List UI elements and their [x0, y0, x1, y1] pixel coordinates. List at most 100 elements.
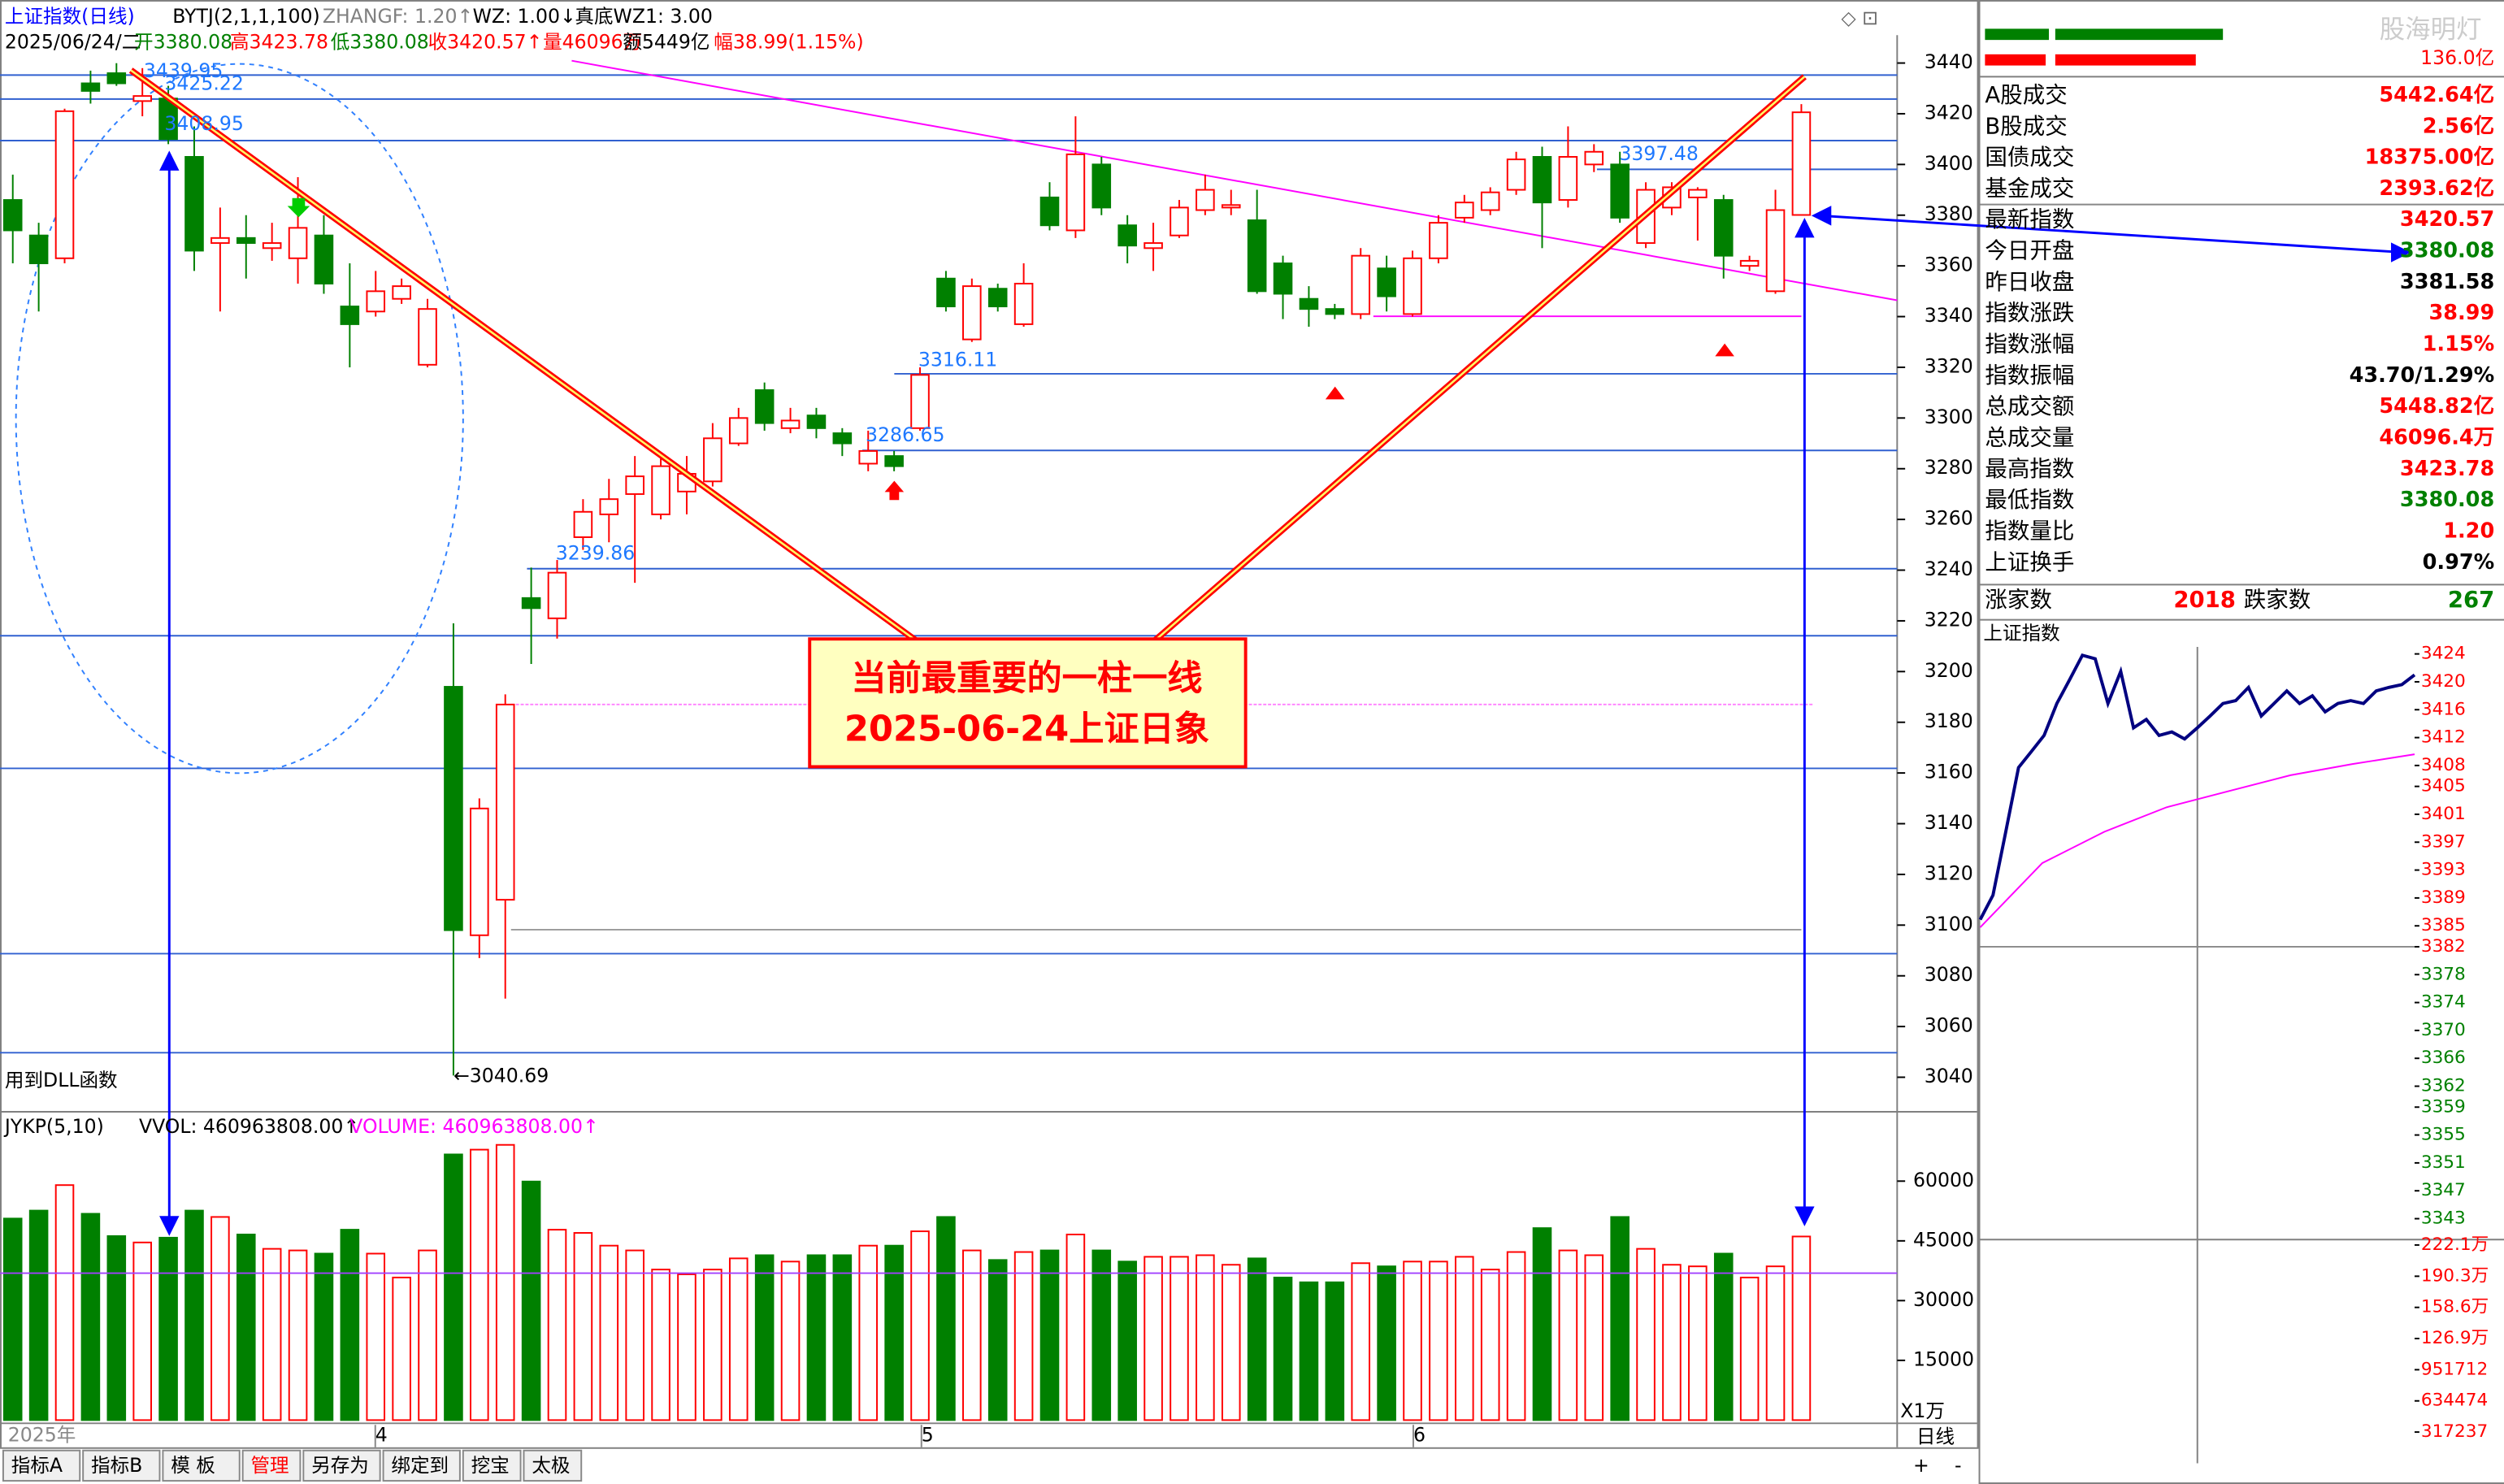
candle-body — [599, 498, 619, 515]
indicator: BYTJ(2,1,1,100) — [172, 5, 320, 28]
tab-label[interactable]: 太极 — [532, 1454, 570, 1477]
tab[interactable] — [2, 1449, 81, 1482]
tab[interactable] — [162, 1449, 241, 1482]
y-tick-label: 3220 — [1925, 608, 1973, 631]
vol-tick-label: 634474 — [2421, 1391, 2488, 1411]
y-tick-label: 3408 — [2421, 755, 2466, 775]
stat-label: B股成交 — [1985, 113, 2067, 139]
y-tick-label: 3405 — [2421, 776, 2466, 796]
tab[interactable] — [462, 1449, 522, 1482]
volume-bar — [366, 1252, 386, 1421]
stat-label: 指数量比 — [1985, 519, 2074, 545]
button[interactable]: - — [1955, 1454, 1962, 1477]
y-tick-label: 30000 — [1913, 1288, 1974, 1311]
volume-bar — [1765, 1265, 1786, 1421]
button[interactable]: + — [1913, 1454, 1929, 1477]
volume-bar — [1455, 1256, 1474, 1421]
stat-label: 上证换手 — [1985, 549, 2074, 575]
stat-label: 基金成交 — [1985, 176, 2074, 202]
y-tick-label: 3080 — [1925, 963, 1973, 986]
y-tick-label: 3351 — [2421, 1152, 2466, 1173]
volume-bar — [470, 1148, 489, 1421]
tab[interactable] — [241, 1449, 302, 1482]
candle-body — [1144, 242, 1163, 250]
note: 用到DLL函数 — [5, 1069, 118, 1091]
volume-bar — [444, 1153, 463, 1421]
candle-body — [288, 227, 308, 259]
candle-body — [340, 306, 360, 325]
stat-value: 38.99 — [2428, 301, 2494, 325]
volume-bar — [1403, 1261, 1422, 1421]
volume: 量46096万 — [543, 31, 642, 54]
y-tick-label: 3300 — [1925, 406, 1973, 428]
volume-bar — [158, 1236, 178, 1421]
tab-label[interactable]: 另存为 — [311, 1454, 369, 1477]
tab-label[interactable]: 指标A — [11, 1454, 63, 1477]
y-tick-label: 3382 — [2421, 936, 2466, 957]
tab[interactable] — [382, 1449, 461, 1482]
candle-body — [1610, 163, 1630, 219]
y-tick-label: 3401 — [2421, 804, 2466, 824]
candle-body — [1091, 163, 1112, 209]
tab-label[interactable]: 指标B — [91, 1454, 142, 1477]
candle-body — [832, 432, 853, 445]
candle-body — [703, 437, 723, 483]
volume-bar — [884, 1244, 904, 1421]
y-tick-label: 3378 — [2421, 964, 2466, 984]
tab-label[interactable]: 绑定到 — [391, 1454, 449, 1477]
candle-body — [780, 419, 801, 429]
candle-body — [728, 417, 749, 445]
candle-body — [1739, 259, 1760, 267]
candle-body — [573, 510, 593, 538]
stat-value: 5448.82亿 — [2379, 394, 2494, 419]
price-labels: 3439.95 3425.22 3408.95 3316.11 3286.65 … — [144, 59, 1699, 1087]
stat-label: 昨日收盘 — [1985, 269, 2074, 295]
vol-tick-label: 222.1万 — [2421, 1234, 2489, 1255]
volume-bar — [858, 1244, 879, 1421]
tab-label[interactable]: 挖宝 — [471, 1454, 510, 1477]
volume-bar — [1584, 1254, 1604, 1421]
candle-body — [184, 156, 204, 252]
y-tick-label: 3440 — [1925, 50, 1973, 73]
title: 上证指数(日线) — [5, 5, 135, 28]
volume-bar — [1558, 1249, 1578, 1421]
date-label: 2025年 — [8, 1424, 76, 1447]
stat-label: 指数振幅 — [1985, 362, 2074, 388]
zhangf: ZHANGF: 1.20↑ — [323, 5, 473, 28]
tab[interactable] — [523, 1449, 583, 1482]
icon[interactable]: ◇ ⊡ — [1842, 7, 1878, 29]
date-label: 6 — [1413, 1424, 1426, 1447]
tab[interactable] — [302, 1449, 381, 1482]
candle-body — [1455, 202, 1474, 219]
volume-bar — [1325, 1281, 1345, 1421]
y-tick-label: 60000 — [1913, 1169, 1974, 1191]
tab-label[interactable]: 模 板 — [171, 1454, 215, 1477]
volume-bar — [1739, 1276, 1760, 1421]
candle-body — [1273, 263, 1293, 295]
candle-body — [1325, 308, 1345, 315]
high: 高3423.78 — [230, 31, 328, 54]
y-tick-label: 3140 — [1925, 811, 1973, 834]
candle-body — [1377, 267, 1396, 297]
callout-text: 当前最重要的一柱一线 — [851, 658, 1202, 699]
candle-body — [1196, 189, 1215, 211]
y-tick-label: 3424 — [2421, 644, 2466, 664]
candle-body — [495, 703, 515, 901]
candle-body — [470, 807, 489, 936]
volume-bar — [392, 1276, 411, 1421]
tab-label[interactable]: 管理 — [250, 1454, 289, 1477]
tab[interactable] — [82, 1449, 161, 1482]
intraday-title: 上证指数 — [1983, 622, 2059, 644]
deco-bar — [1985, 28, 2049, 41]
date-label: 4 — [375, 1424, 388, 1447]
price-label: ←3040.69 — [453, 1064, 549, 1087]
candle-body — [2, 199, 23, 232]
volume-bar — [1065, 1234, 1086, 1421]
candle-body — [80, 82, 101, 92]
volume-bar — [236, 1234, 256, 1421]
price-label: 3316.11 — [918, 349, 997, 371]
stat-label: 最高指数 — [1985, 456, 2074, 482]
y-tick-label: 3360 — [1925, 254, 1973, 276]
volume-bar — [1013, 1251, 1034, 1421]
